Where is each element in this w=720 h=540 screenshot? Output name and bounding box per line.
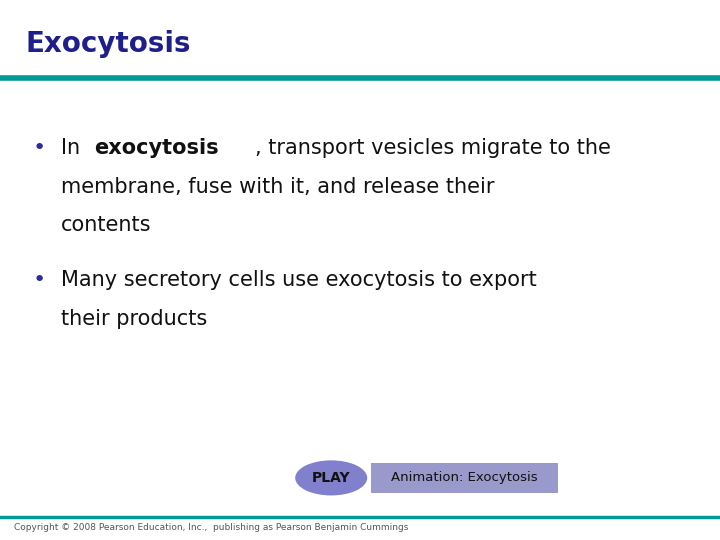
Ellipse shape [295, 460, 367, 496]
Text: •: • [32, 138, 45, 158]
Text: Exocytosis: Exocytosis [25, 30, 191, 58]
Text: their products: their products [61, 309, 207, 329]
Text: Animation: Exocytosis: Animation: Exocytosis [391, 471, 538, 484]
Text: PLAY: PLAY [312, 471, 351, 485]
Text: In: In [61, 138, 87, 158]
Text: membrane, fuse with it, and release their: membrane, fuse with it, and release thei… [61, 177, 495, 197]
Text: Copyright © 2008 Pearson Education, Inc.,  publishing as Pearson Benjamin Cummin: Copyright © 2008 Pearson Education, Inc.… [14, 523, 409, 532]
Text: , transport vesicles migrate to the: , transport vesicles migrate to the [255, 138, 611, 158]
FancyBboxPatch shape [371, 463, 558, 492]
Text: exocytosis: exocytosis [94, 138, 219, 158]
Text: Many secretory cells use exocytosis to export: Many secretory cells use exocytosis to e… [61, 270, 537, 290]
Text: contents: contents [61, 215, 152, 235]
Text: •: • [32, 270, 45, 290]
